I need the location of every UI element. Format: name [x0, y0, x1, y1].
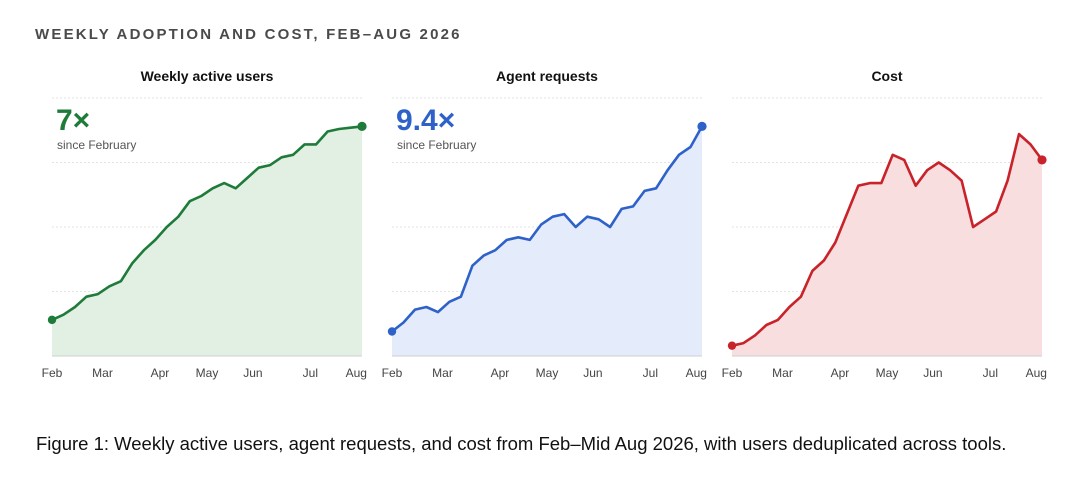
series-line — [730, 132, 1044, 347]
series-area — [732, 134, 1042, 356]
x-tick-label: Aug — [1026, 366, 1047, 380]
end-point — [697, 121, 707, 131]
x-tick-label: Aug — [686, 366, 707, 380]
x-tick-label: Aug — [346, 366, 367, 380]
x-tick-label: May — [536, 366, 559, 380]
end-point — [357, 121, 367, 131]
x-tick-label: Jun — [923, 366, 942, 380]
x-tick-label: Apr — [491, 366, 510, 380]
chart-main-title: WEEKLY ADOPTION AND COST, FEB–AUG 2026 — [35, 26, 462, 43]
x-tick-label: Feb — [382, 366, 403, 380]
x-tick-label: Jun — [583, 366, 602, 380]
x-tick-label: Feb — [42, 366, 63, 380]
chart-panel-cost: Cost Feb Mar Apr May Jun Jul Aug — [722, 60, 1047, 390]
panel-title: Weekly active users — [140, 68, 274, 84]
panel-title: Agent requests — [496, 68, 598, 84]
callout-value: 9.4× — [396, 104, 455, 137]
chart-svg: Feb Mar Apr May Jun Jul Aug — [722, 97, 1047, 380]
panel-title: Cost — [871, 68, 903, 84]
series-area — [52, 126, 362, 357]
x-tick-label: Mar — [432, 366, 453, 380]
chart-svg: Feb Mar Apr May Jun Jul Aug 9.4×since February — [382, 97, 707, 380]
start-point — [727, 341, 737, 350]
x-tick-label: Apr — [151, 366, 170, 380]
series-line — [390, 125, 704, 333]
x-tick-label: May — [196, 366, 219, 380]
chart-panel-agent-requests: Agent requests Feb Mar Apr May Jun Jul Aug 9.4×… — [382, 60, 707, 390]
figure-caption: Figure 1: Weekly active users, agent req… — [36, 433, 1007, 454]
x-tick-label: Jul — [983, 366, 998, 380]
end-point — [1037, 155, 1047, 165]
chart-svg: Feb Mar Apr May Jun Jul Aug 7×since February — [42, 97, 367, 380]
callout-subtext: since February — [57, 138, 136, 152]
callout-subtext: since February — [397, 138, 476, 152]
x-tick-label: Jul — [643, 366, 658, 380]
x-tick-label: Mar — [772, 366, 793, 380]
series-line — [50, 125, 364, 322]
callout-value: 7× — [56, 104, 90, 137]
x-tick-label: Jun — [243, 366, 262, 380]
start-point — [47, 315, 57, 325]
start-point — [387, 327, 397, 336]
x-tick-label: May — [876, 366, 899, 380]
series-area — [392, 126, 702, 357]
x-tick-label: Feb — [722, 366, 743, 380]
x-tick-label: Jul — [303, 366, 318, 380]
x-tick-label: Apr — [831, 366, 850, 380]
chart-panel-weekly-active-users: Weekly active users Feb Mar Apr May Jun Jul Au… — [42, 60, 367, 390]
x-tick-label: Mar — [92, 366, 113, 380]
